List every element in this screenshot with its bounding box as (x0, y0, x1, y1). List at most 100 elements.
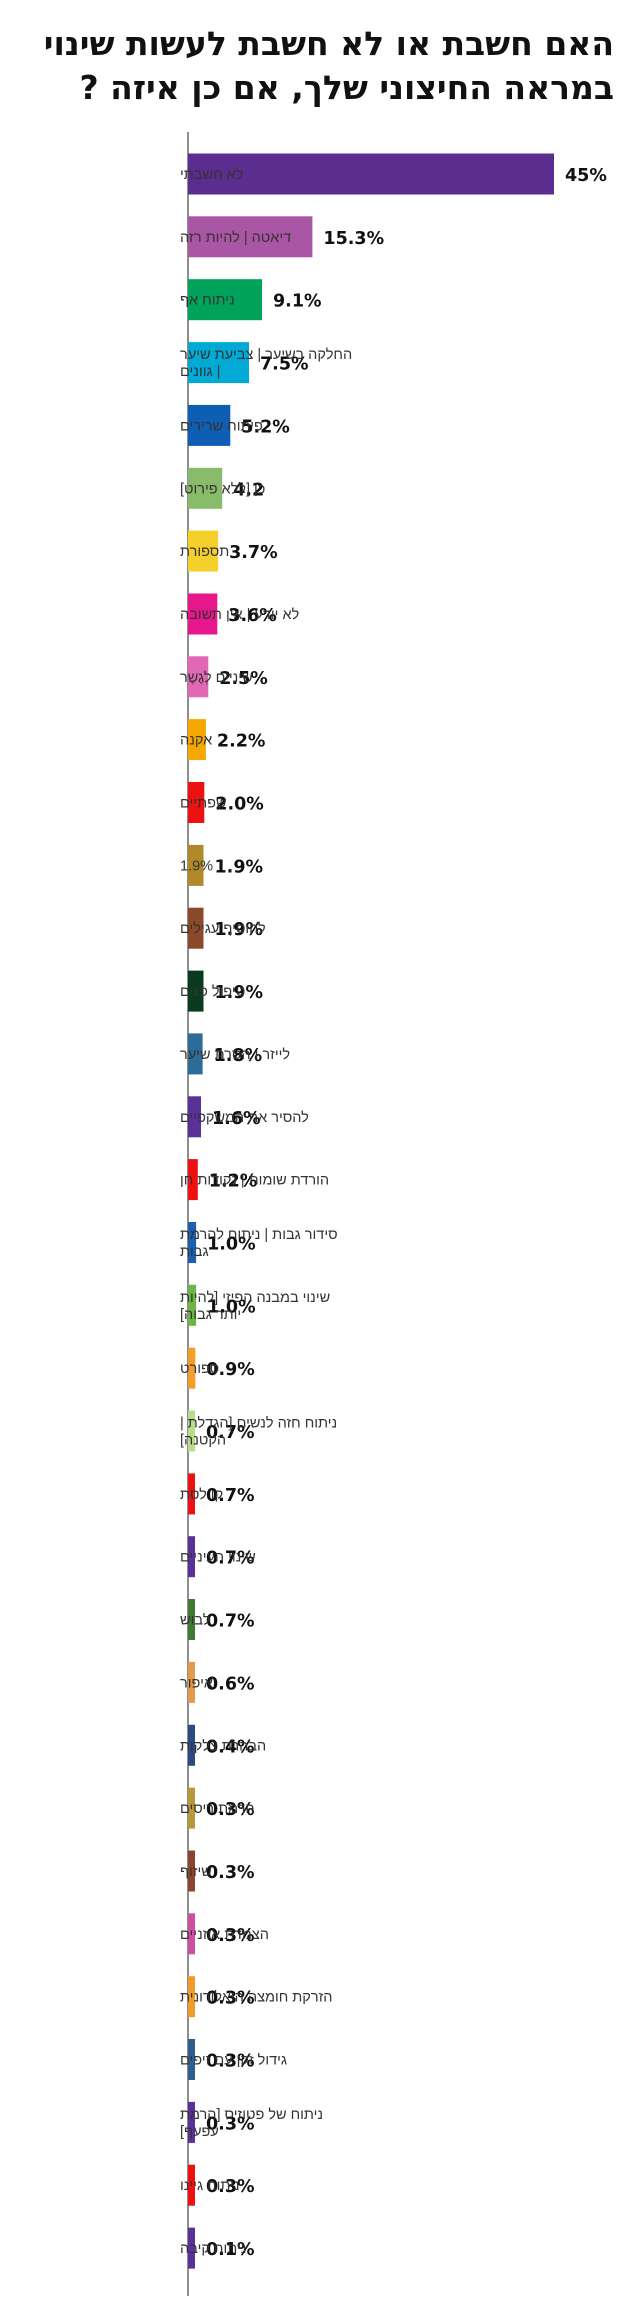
bar (188, 656, 209, 698)
bar (188, 1976, 195, 2018)
bar (188, 1347, 196, 1389)
category-label: ניתוח חזה לנשים [הגדלת | הקטנה] (180, 1415, 337, 1449)
bar (188, 2164, 195, 2206)
data-label: 0.7% (206, 1486, 255, 1506)
data-label: 0.7% (206, 1549, 255, 1569)
data-label: 3.7% (229, 543, 278, 563)
data-label: 1.9% (215, 920, 264, 940)
category-label: להוסיף עגילים (180, 920, 266, 937)
data-label: 1.6% (212, 1109, 261, 1129)
category-label: טיפול פנים (180, 983, 245, 1000)
data-label: 3.6% (228, 606, 277, 626)
bar (188, 1096, 201, 1138)
data-label: 0.7% (206, 1423, 255, 1443)
data-label: 0.6% (206, 1674, 255, 1694)
category-label: לבוש (180, 1612, 210, 1629)
bar (188, 1850, 195, 1892)
bar (188, 1159, 198, 1201)
category-label: ניתוח של פטוזיס [הרמת עפעף] (180, 2106, 323, 2140)
data-label: 45% (565, 166, 607, 186)
category-label: קו לסת (180, 1486, 223, 1503)
bar (188, 844, 204, 886)
data-label: 7.5% (260, 355, 309, 375)
bar (188, 593, 218, 635)
bar (188, 2101, 195, 2143)
bar (188, 279, 262, 321)
bar (188, 404, 231, 446)
data-label: 0.1% (206, 2240, 255, 2260)
data-label: 0.3% (206, 2177, 255, 2197)
bar (188, 1033, 203, 1075)
bar (188, 1536, 195, 1578)
bar (188, 1661, 195, 1703)
bar (188, 153, 554, 195)
bar (188, 719, 206, 761)
chart-title: האם חשבת או לא חשבת לעשות שינוי במראה הח… (43, 24, 614, 107)
bar (188, 1222, 197, 1263)
data-label: 15.3% (323, 229, 384, 249)
category-label: החלקה בשיער | צביעת שיער | גוונים (180, 346, 352, 380)
data-label: 1.0% (207, 1297, 256, 1317)
data-label: 5.2% (241, 417, 290, 437)
data-label: 0.9% (206, 1360, 255, 1380)
category-label: 1.9% (180, 858, 213, 874)
bar (188, 1787, 195, 1829)
category-label: לייזר ו הסרת שיער (180, 1046, 290, 1063)
category-label: ניתוח קיבה (180, 2241, 246, 2257)
category-label: שפתיים (180, 796, 227, 812)
data-label: 0.3% (206, 1989, 255, 2009)
data-label: 0.3% (206, 2114, 255, 2134)
category-label: שיניים לְגֶשֶר (180, 669, 253, 686)
data-label: 2.2% (217, 732, 266, 752)
bar (188, 907, 204, 949)
data-label: 0.3% (206, 1863, 255, 1883)
bar (188, 342, 249, 384)
data-label: 9.1% (273, 292, 322, 312)
category-label: הזרקת חומצה היאלורונית (180, 1989, 332, 2006)
category-label: גידול זקן עם זיפים (180, 2052, 287, 2069)
category-label: איפור (180, 1675, 213, 1691)
category-label: הבהרת צלקות (180, 1737, 266, 1754)
data-label: 2.0% (215, 795, 264, 815)
category-label: תספורת (180, 544, 229, 560)
data-label: 0.3% (206, 2052, 255, 2072)
data-label: 1.9% (215, 857, 264, 877)
data-label: 0.3% (206, 1926, 255, 1946)
bar (188, 2039, 195, 2080)
category-label: שינוי במבנה הפיזי [להיות יותר גבוה] (180, 1289, 330, 1323)
category-label: שינוי העיניים (180, 1550, 256, 1566)
data-label: 1.0% (207, 1235, 256, 1255)
data-label: 0.7% (206, 1612, 255, 1632)
category-label: דיאטה | להיות רזה (180, 229, 291, 246)
data-label: 0.4% (206, 1737, 255, 1757)
bar (188, 1599, 195, 1640)
category-label: ניתוח אף (180, 293, 235, 309)
category-label: ניתוח גיינו (180, 2178, 240, 2194)
bar (188, 530, 219, 572)
category-label: לא חשבתי (180, 166, 243, 183)
bar (188, 2227, 195, 2269)
bar (188, 782, 205, 823)
category-label: שיזוף (180, 1864, 212, 1880)
category-label: ספורט (180, 1361, 219, 1377)
data-label: 1.2% (209, 1172, 258, 1192)
data-label: 1.8% (214, 1046, 263, 1066)
data-label: 2.5% (219, 669, 268, 689)
bar (188, 1284, 197, 1326)
category-label: להסיר את המשקפיים (180, 1109, 309, 1126)
category-label: כן [ללא פירוט] (180, 480, 265, 497)
category-label: סידור גבות | ניתוח להרמת גבות (180, 1226, 338, 1260)
category-label: פיתוח שרירים (180, 418, 263, 434)
bar (188, 1473, 195, 1515)
category-label: הצמדת אוזניים (180, 1927, 269, 1943)
category-label: הורדת שומות | נקודות חן (180, 1173, 329, 1189)
category-label: הרמת ריסים (180, 1801, 255, 1817)
bar (188, 1724, 195, 1766)
bar (188, 216, 313, 258)
category-label: אקנה (180, 733, 212, 749)
category-label: לא יודע | אין תשובה (180, 606, 299, 623)
bar (188, 970, 204, 1012)
bar (188, 1913, 195, 1955)
data-label: 4.2 (233, 480, 264, 500)
